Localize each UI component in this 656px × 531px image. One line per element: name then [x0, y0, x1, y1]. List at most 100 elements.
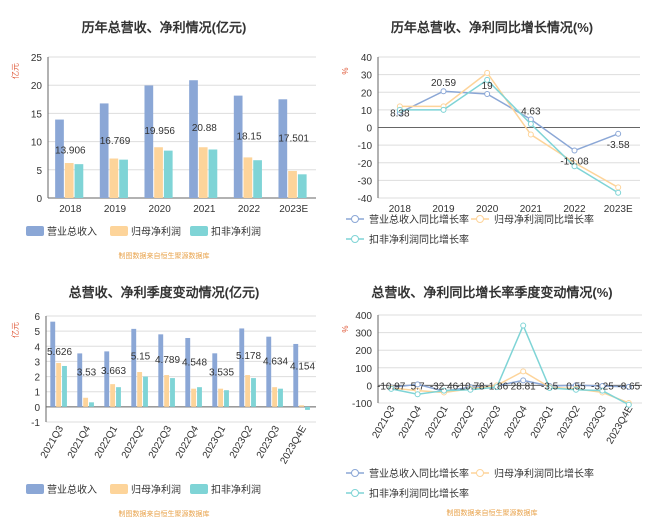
x-tick-label: 2020 — [149, 204, 172, 215]
series-point — [527, 131, 534, 138]
bar-net-profit — [243, 157, 253, 198]
legend-swatch — [26, 226, 44, 236]
legend-label: 归母净利润同比增长率 — [494, 213, 594, 226]
data-label: -3.58 — [607, 140, 630, 151]
bar-deducted-net-profit — [297, 174, 307, 198]
series-line-deducted-growth — [399, 78, 619, 194]
data-label: 5.15 — [131, 351, 151, 362]
legend-label: 营业总收入同比增长率 — [369, 467, 469, 480]
series-point — [493, 384, 500, 391]
x-tick-label: 2022Q2 — [120, 424, 148, 461]
series-point — [484, 69, 491, 76]
y-tick-label: 200 — [355, 346, 372, 357]
x-tick-label: 2023Q1 — [201, 424, 229, 461]
y-tick-label: 25 — [31, 53, 43, 64]
legend-label: 归母净利润同比增长率 — [494, 467, 594, 480]
bar-deducted-net-profit — [251, 378, 256, 407]
series-point — [571, 147, 578, 154]
data-label: -10.97 — [377, 381, 406, 392]
data-label: 18.15 — [236, 132, 261, 143]
y-tick-label: 4 — [34, 342, 40, 353]
panel-quarterly-growth: 总营收、净利同比增长率季度变动情况(%)% -100 0 100 200 300 400 20… — [328, 265, 656, 530]
bar-net-profit — [218, 388, 224, 407]
bar-deducted-net-profit — [208, 149, 218, 198]
panel-annual-growth: 历年总营收、净利同比增长情况(%)% -40 -30 -20 -10 0 10 20 30 40 2… — [328, 0, 656, 265]
bar-revenue — [158, 334, 164, 407]
y-tick-label: 10 — [361, 106, 373, 117]
series-point — [440, 88, 447, 95]
bar-net-profit — [109, 158, 119, 198]
legend-label: 扣非净利润 — [211, 225, 261, 238]
y-tick-label: 5 — [36, 166, 42, 177]
y-unit-label: 亿元 — [10, 322, 20, 338]
panel-annual-revenue-profit: 历年总营收、净利情况(亿元) 亿元 0 5 10 15 20 25 2018 2019 2020 20… — [0, 0, 328, 265]
y-tick-label: 0 — [36, 194, 42, 205]
series-point — [520, 368, 527, 375]
bar-deducted-net-profit — [305, 406, 310, 410]
y-tick-label: 2 — [34, 373, 40, 384]
y-unit-label: 亿元 — [10, 63, 20, 79]
chart-title: 总营收、净利季度变动情况(亿元) — [69, 285, 260, 300]
data-label: 4.548 — [182, 357, 207, 368]
series-point — [414, 381, 421, 388]
bar-net-profit — [288, 170, 297, 198]
bar-revenue — [293, 343, 299, 407]
bar-deducted-net-profit — [224, 390, 229, 407]
bar-deducted-net-profit — [89, 402, 94, 407]
y-tick-label: 400 — [355, 311, 372, 322]
series-point — [467, 386, 474, 393]
legend-label: 扣非净利润同比增长率 — [369, 487, 469, 500]
data-label: 19.956 — [144, 126, 175, 137]
x-tick-label: 2022Q1 — [93, 424, 121, 461]
series-point — [599, 387, 606, 394]
bar-deducted-net-profit — [253, 160, 262, 198]
chart-title: 总营收、净利同比增长率季度变动情况(%) — [371, 285, 612, 300]
bar-net-profit — [56, 362, 62, 407]
data-label: 5.178 — [236, 351, 261, 362]
legend-swatch — [351, 489, 359, 497]
series-line-revenue-growth — [391, 379, 629, 392]
series-point — [414, 391, 421, 398]
legend-label: 扣非净利润同比增长率 — [369, 233, 469, 246]
source-note: 制图数据来自恒生聚源数据库 — [119, 509, 210, 518]
y-tick-label: 30 — [361, 71, 373, 82]
x-tick-label: 2022Q3 — [476, 404, 504, 441]
data-label: 3.535 — [209, 367, 234, 378]
y-tick-label: 300 — [355, 329, 372, 340]
bar-revenue — [189, 80, 198, 198]
y-unit-label: % — [341, 325, 350, 332]
series-point — [527, 120, 534, 127]
bar-net-profit — [110, 384, 116, 407]
y-tick-label: 15 — [31, 109, 43, 120]
chart-title: 历年总营收、净利情况(亿元) — [82, 20, 247, 35]
x-tick-label: 2022Q3 — [147, 424, 175, 461]
bar-revenue — [104, 351, 110, 407]
legend-swatch — [351, 469, 359, 477]
series-point — [615, 189, 622, 196]
data-label: -3.25 — [591, 381, 614, 392]
legend-swatch — [476, 215, 484, 223]
data-label: 28.81 — [511, 381, 536, 392]
data-label: 8.38 — [390, 109, 410, 120]
legend-label: 营业总收入 — [47, 483, 97, 496]
chart-title: 历年总营收、净利同比增长情况(%) — [391, 20, 593, 35]
bar-deducted-net-profit — [62, 365, 67, 407]
bar-net-profit — [154, 147, 163, 198]
legend-label: 营业总收入同比增长率 — [369, 213, 469, 226]
bar-revenue — [278, 99, 288, 198]
data-label: 20.59 — [431, 78, 456, 89]
series-line-deducted-growth — [391, 323, 630, 406]
x-tick-label: 2021Q4 — [397, 404, 425, 441]
legend-label: 扣非净利润 — [211, 483, 261, 496]
x-tick-label: 2022 — [563, 204, 586, 215]
data-label: -8.65 — [617, 381, 640, 392]
bar-revenue — [212, 353, 218, 407]
y-tick-label: 20 — [361, 88, 373, 99]
series-point — [396, 106, 403, 113]
data-label: 3.53 — [77, 367, 97, 378]
bar-net-profit — [299, 405, 305, 407]
x-tick-label: 2023Q4E — [278, 424, 309, 466]
x-tick-label: 2021Q3 — [39, 424, 67, 461]
series-point — [615, 184, 622, 191]
